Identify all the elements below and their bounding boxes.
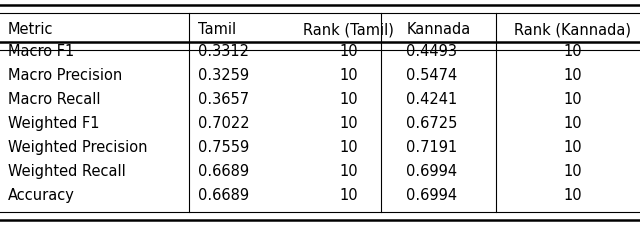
Text: 0.5474: 0.5474	[406, 68, 458, 83]
Text: Weighted F1: Weighted F1	[8, 116, 99, 131]
Text: 0.6689: 0.6689	[198, 187, 250, 202]
Text: 0.3657: 0.3657	[198, 92, 250, 107]
Text: Macro F1: Macro F1	[8, 44, 74, 59]
Text: 0.3312: 0.3312	[198, 44, 250, 59]
Text: 10: 10	[339, 92, 358, 107]
Text: 10: 10	[563, 44, 582, 59]
Text: 10: 10	[563, 140, 582, 154]
Text: 0.6689: 0.6689	[198, 163, 250, 178]
Text: 0.6994: 0.6994	[406, 163, 458, 178]
Text: 0.7559: 0.7559	[198, 140, 250, 154]
Text: 10: 10	[339, 163, 358, 178]
Text: Metric: Metric	[8, 22, 53, 37]
Text: 0.3259: 0.3259	[198, 68, 250, 83]
Text: Rank (Kannada): Rank (Kannada)	[515, 22, 631, 37]
Text: Weighted Recall: Weighted Recall	[8, 163, 125, 178]
Text: 0.6994: 0.6994	[406, 187, 458, 202]
Text: Macro Precision: Macro Precision	[8, 68, 122, 83]
Text: Rank (Tamil): Rank (Tamil)	[303, 22, 394, 37]
Text: 0.4241: 0.4241	[406, 92, 458, 107]
Text: 10: 10	[563, 92, 582, 107]
Text: Weighted Precision: Weighted Precision	[8, 140, 147, 154]
Text: Tamil: Tamil	[198, 22, 237, 37]
Text: 10: 10	[339, 116, 358, 131]
Text: 10: 10	[563, 68, 582, 83]
Text: 10: 10	[563, 163, 582, 178]
Text: 10: 10	[563, 116, 582, 131]
Text: Accuracy: Accuracy	[8, 187, 74, 202]
Text: 0.4493: 0.4493	[406, 44, 458, 59]
Text: Macro Recall: Macro Recall	[8, 92, 100, 107]
Text: 0.7191: 0.7191	[406, 140, 458, 154]
Text: 10: 10	[563, 187, 582, 202]
Text: 10: 10	[339, 140, 358, 154]
Text: 10: 10	[339, 44, 358, 59]
Text: 0.6725: 0.6725	[406, 116, 458, 131]
Text: 10: 10	[339, 68, 358, 83]
Text: Kannada: Kannada	[406, 22, 470, 37]
Text: 0.7022: 0.7022	[198, 116, 250, 131]
Text: 10: 10	[339, 187, 358, 202]
